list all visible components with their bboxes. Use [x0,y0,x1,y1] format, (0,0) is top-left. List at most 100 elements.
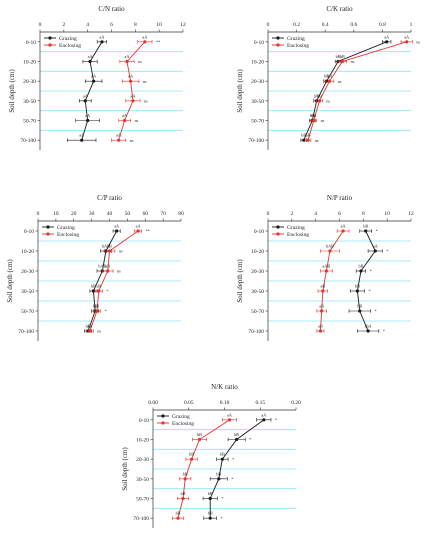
data-point [123,118,127,123]
significance-label: ns [117,269,121,274]
chart-title: N/P ratio [327,194,353,202]
chart-panel-4: N/P ratio 0 2 4 6 8 10 12 0-10 10-20 20-30 30-50 50-… [236,194,414,341]
x-tick-label: 20 [71,211,77,217]
y-tick-label: 50-70 [136,497,149,503]
data-point [128,79,133,83]
significance-label: ** [146,229,150,234]
y-tick-label: 20-30 [251,269,264,275]
data-point [366,329,370,333]
y-tick-label: 50-70 [21,309,34,315]
significance-label: ns [130,138,134,143]
chart-title: C/N ratio [98,5,125,13]
data-point [176,516,180,520]
data-label: bB [183,471,188,476]
y-tick-label: 30-50 [251,99,264,105]
data-label: bAB [98,264,106,269]
data-label: aB [95,304,100,309]
data-point [327,79,332,83]
y-tick-label: 10-20 [136,438,149,444]
data-label: bB [357,304,362,309]
legend-label: Enclosing [57,232,79,238]
significance-label: ns [351,59,355,64]
x-tick-label: 4 [314,211,317,217]
data-label: bB [317,93,322,98]
x-tick-label: 0.15 [255,400,265,406]
significance-label: ns [321,118,325,123]
significance-label: ns [143,79,147,84]
data-point [92,79,96,83]
data-label: aA [79,133,84,138]
significance-label: ns [326,98,330,103]
y-tick-label: 70-100 [248,138,264,144]
data-label: bB [311,113,316,118]
series-line-enclosing [177,419,230,519]
data-label: aB [105,264,110,269]
significance-label: * [369,289,371,294]
x-tick-label: 4 [86,22,89,28]
y-tick-label: 20-30 [136,457,149,463]
y-tick-label: 10-20 [23,60,36,66]
data-label: aA [404,34,409,39]
legend-swatch-marker [161,421,165,425]
data-point [106,269,110,273]
data-label: aA [384,34,389,39]
data-label: bB [220,452,225,457]
data-label: aAB [323,264,331,269]
legend-label: Grazing [59,36,77,42]
legend-label: Grazing [172,414,190,420]
significance-label: ns [315,138,319,143]
data-point [143,40,147,44]
legend-label: Grazing [57,225,75,231]
series-line-enclosing [118,41,146,141]
legend-swatch-marker [48,43,52,47]
significance-label: ns [144,98,148,103]
data-point [373,249,377,253]
data-point [97,289,101,293]
x-tick-label: 10 [53,211,59,217]
chart-panel-1: C/N ratio 0 2 4 6 8 10 12 0-10 10-20 20-30 30-50 50-… [8,5,186,150]
data-label: aA [261,412,266,417]
data-label: bB [306,133,311,138]
data-point [405,40,409,44]
chart-title: C/K ratio [326,5,353,13]
y-tick-label: 30-50 [21,289,34,295]
data-label: bB [340,54,345,59]
y-tick-label: 50-70 [251,119,264,125]
y-tick-label: 0-10 [139,418,149,424]
significance-label: * [221,516,223,521]
y-tick-label: 70-100 [18,329,34,335]
x-tick-label: 2 [62,22,65,28]
data-label: bB [234,432,239,437]
x-tick-label: 8 [362,211,365,217]
legend-swatch-marker [276,43,280,47]
legend-label: Enclosing [172,421,194,427]
data-point [355,289,359,293]
data-label: bB [91,284,96,289]
y-tick-label: 30-50 [136,477,149,483]
data-point [317,99,322,103]
data-label: bB [314,93,319,98]
legend-label: Grazing [287,36,305,42]
data-point [88,59,92,64]
y-tick-label: 30-50 [23,99,36,105]
data-point [125,59,129,64]
x-tick-label: 40 [107,211,113,217]
y-tick-label: 30-50 [251,289,264,295]
significance-label: * [221,496,223,501]
data-point [183,477,187,481]
data-label: aA [88,54,93,59]
x-tick-label: 30 [89,211,95,217]
legend-swatch-marker [276,36,280,40]
data-label: aB [319,304,324,309]
data-label: bAB [102,244,110,249]
x-tick-label: 10 [384,211,390,217]
data-point [306,138,310,142]
data-label: aA [142,34,147,39]
y-tick-label: 10-20 [251,60,264,66]
data-point [91,289,96,293]
data-point [364,229,368,233]
x-tick-label: 0 [39,22,42,28]
x-tick-label: 6 [110,22,113,28]
y-axis-label: Soil depth (cm) [236,259,244,303]
